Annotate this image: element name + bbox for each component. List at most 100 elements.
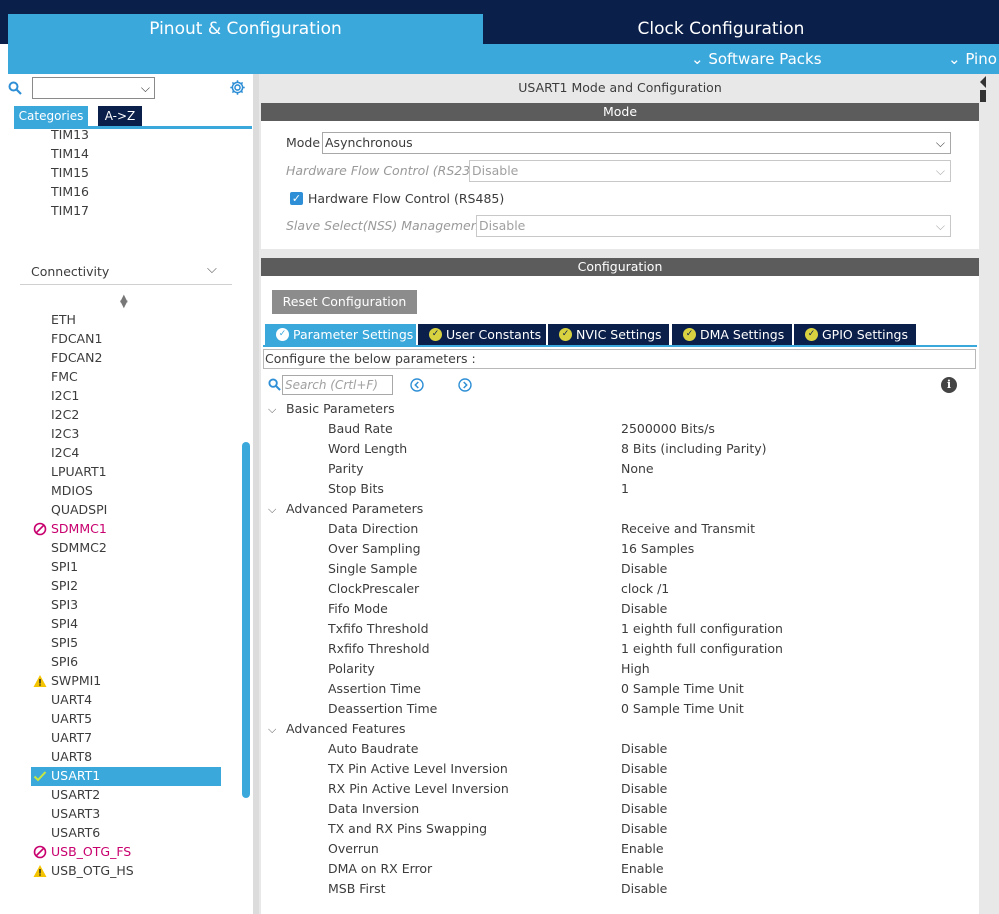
list-item[interactable]: TIM14 (51, 146, 90, 161)
parameter-search-input[interactable]: Search (Crtl+F) (282, 375, 393, 395)
parameter-name[interactable]: Fifo Mode (328, 601, 388, 616)
tab-user-constants[interactable]: ✓ User Constants (418, 324, 546, 345)
list-item[interactable]: UART8 (51, 749, 93, 764)
list-item[interactable]: I2C4 (51, 445, 80, 460)
collapse-arrow-icon[interactable] (980, 76, 986, 102)
panel-splitter[interactable] (253, 74, 259, 914)
gear-icon[interactable] (229, 79, 246, 96)
list-item[interactable]: I2C3 (51, 426, 80, 441)
list-item[interactable]: SPI4 (51, 616, 79, 631)
parameter-value[interactable]: Enable (621, 841, 664, 856)
parameter-name[interactable]: TX and RX Pins Swapping (328, 821, 488, 836)
search-icon[interactable] (268, 378, 281, 391)
previous-match-icon[interactable] (410, 378, 424, 392)
parameter-value[interactable]: 8 Bits (including Parity) (621, 441, 767, 456)
parameter-name[interactable]: Txfifo Threshold (328, 621, 429, 636)
list-item[interactable]: LPUART1 (51, 464, 107, 479)
list-item[interactable]: I2C2 (51, 407, 80, 422)
parameter-name[interactable]: Word Length (328, 441, 408, 456)
search-icon[interactable] (8, 81, 22, 95)
category-connectivity[interactable]: Connectivity (31, 264, 110, 279)
tab-clock-configuration[interactable]: Clock Configuration (485, 14, 957, 44)
list-item[interactable]: TIM17 (51, 203, 90, 218)
parameter-name[interactable]: Baud Rate (328, 421, 393, 436)
parameter-value[interactable]: Disable (621, 601, 668, 616)
tab-dma-settings[interactable]: ✓ DMA Settings (672, 324, 792, 345)
parameter-value[interactable]: clock /1 (621, 581, 670, 596)
parameter-name[interactable]: Auto Baudrate (328, 741, 419, 756)
parameter-name[interactable]: MSB First (328, 881, 386, 896)
tab-overflow[interactable] (959, 14, 999, 44)
list-item[interactable]: SPI6 (51, 654, 79, 669)
parameter-value[interactable]: Disable (621, 561, 668, 576)
info-icon[interactable]: i (941, 377, 957, 393)
parameter-name[interactable]: Polarity (328, 661, 375, 676)
list-item[interactable]: I2C1 (51, 388, 80, 403)
list-item[interactable]: USART3 (51, 806, 101, 821)
mode-select[interactable]: Asynchronous ⌵ (322, 132, 951, 154)
next-match-icon[interactable] (458, 378, 472, 392)
chevron-down-icon[interactable]: ⌵ (207, 262, 217, 277)
tab-gpio-settings[interactable]: ✓ GPIO Settings (794, 324, 916, 345)
list-item[interactable]: USART2 (51, 787, 101, 802)
nss-management-select[interactable]: Disable ⌵ (476, 215, 951, 237)
parameter-name[interactable]: Deassertion Time (328, 701, 438, 716)
sort-icon[interactable]: ▲ ▼ (120, 293, 128, 310)
tab-a-to-z[interactable]: A->Z (98, 106, 142, 126)
parameter-value[interactable]: Receive and Transmit (621, 521, 755, 536)
parameter-value[interactable]: Disable (621, 781, 668, 796)
list-item[interactable]: SDMMC1 (51, 521, 107, 536)
parameter-name[interactable]: Data Inversion (328, 801, 420, 816)
parameter-value[interactable]: 16 Samples (621, 541, 695, 556)
list-item[interactable]: MDIOS (51, 483, 93, 498)
parameter-name[interactable]: DMA on RX Error (328, 861, 433, 876)
parameter-value[interactable]: High (621, 661, 650, 676)
list-item[interactable]: USART6 (51, 825, 101, 840)
list-item[interactable]: UART5 (51, 711, 93, 726)
list-item[interactable]: FMC (51, 369, 78, 384)
parameter-value[interactable]: Disable (621, 881, 668, 896)
parameter-name[interactable]: Stop Bits (328, 481, 384, 496)
parameter-value[interactable]: Enable (621, 861, 664, 876)
parameter-value[interactable]: 1 eighth full configuration (621, 621, 783, 636)
pinout-menu[interactable]: ⌄ Pino (948, 44, 997, 74)
list-item[interactable]: TIM13 (51, 127, 90, 142)
list-item[interactable]: USB_OTG_HS (51, 863, 134, 878)
list-item[interactable]: TIM16 (51, 184, 90, 199)
parameter-name[interactable]: TX Pin Active Level Inversion (328, 761, 508, 776)
parameter-name[interactable]: Single Sample (328, 561, 418, 576)
parameter-name[interactable]: Rxfifo Threshold (328, 641, 430, 656)
list-item[interactable]: ETH (51, 312, 76, 327)
hwflow-rs485-checkbox[interactable]: ✓ (290, 192, 303, 205)
list-item[interactable]: UART7 (51, 730, 93, 745)
list-item[interactable]: USB_OTG_FS (51, 844, 132, 859)
tab-pinout-configuration[interactable]: Pinout & Configuration (8, 14, 483, 44)
tab-nvic-settings[interactable]: ✓ NVIC Settings (548, 324, 669, 345)
list-item[interactable]: QUADSPI (51, 502, 108, 517)
tab-categories[interactable]: Categories (14, 106, 88, 126)
list-scrollbar-thumb[interactable] (242, 442, 250, 798)
parameter-value[interactable]: 2500000 Bits/s (621, 421, 715, 436)
parameter-name[interactable]: Over Sampling (328, 541, 421, 556)
search-dropdown[interactable]: ⌵ (32, 77, 155, 99)
list-item[interactable]: SPI1 (51, 559, 79, 574)
list-item[interactable]: SPI2 (51, 578, 79, 593)
list-item[interactable]: TIM15 (51, 165, 90, 180)
parameter-value[interactable]: 0 Sample Time Unit (621, 681, 744, 696)
parameter-name[interactable]: ClockPrescaler (328, 581, 420, 596)
list-item[interactable]: UART4 (51, 692, 93, 707)
parameter-value[interactable]: 0 Sample Time Unit (621, 701, 744, 716)
parameter-group[interactable]: ⌵ Basic Parameters (268, 399, 395, 419)
tab-parameter-settings[interactable]: ✓ Parameter Settings (265, 324, 416, 345)
hwflow-rs232-select[interactable]: Disable ⌵ (469, 160, 951, 182)
parameter-value[interactable]: Disable (621, 761, 668, 776)
list-item[interactable]: SPI3 (51, 597, 79, 612)
parameter-value[interactable]: 1 (621, 481, 629, 496)
parameter-value[interactable]: Disable (621, 801, 668, 816)
list-item[interactable]: SPI5 (51, 635, 79, 650)
parameter-name[interactable]: Assertion Time (328, 681, 421, 696)
parameter-name[interactable]: Overrun (328, 841, 379, 856)
list-item[interactable]: SWPMI1 (51, 673, 102, 688)
parameter-name[interactable]: Data Direction (328, 521, 419, 536)
parameter-name[interactable]: Parity (328, 461, 364, 476)
